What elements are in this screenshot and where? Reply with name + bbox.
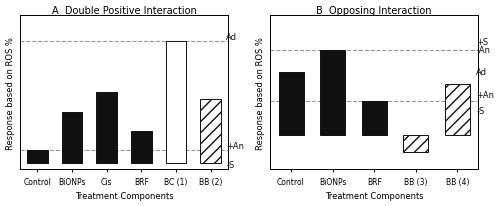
- Text: -S: -S: [226, 160, 234, 170]
- Bar: [320, 50, 345, 135]
- Bar: [62, 112, 82, 163]
- Text: +An: +An: [226, 141, 244, 150]
- X-axis label: Treatment Components: Treatment Components: [75, 192, 174, 200]
- Bar: [96, 93, 117, 163]
- Text: +S: +S: [476, 38, 488, 47]
- Title: A  Double Positive Interaction: A Double Positive Interaction: [52, 6, 197, 15]
- Text: +An: +An: [476, 90, 494, 99]
- Bar: [27, 150, 48, 163]
- Y-axis label: Response based on ROS %: Response based on ROS %: [6, 37, 15, 149]
- Bar: [200, 99, 221, 163]
- Title: B  Opposing Interaction: B Opposing Interaction: [316, 6, 432, 15]
- Bar: [278, 73, 303, 135]
- Bar: [131, 131, 152, 163]
- Bar: [362, 101, 386, 135]
- Bar: [166, 42, 186, 163]
- X-axis label: Treatment Components: Treatment Components: [325, 192, 424, 200]
- Bar: [445, 84, 470, 135]
- Text: -S: -S: [476, 106, 484, 115]
- Text: -An: -An: [476, 46, 490, 55]
- Bar: [404, 135, 428, 152]
- Text: Ad: Ad: [226, 33, 237, 42]
- Text: Ad: Ad: [476, 67, 487, 76]
- Y-axis label: Response based on ROS %: Response based on ROS %: [256, 37, 264, 149]
